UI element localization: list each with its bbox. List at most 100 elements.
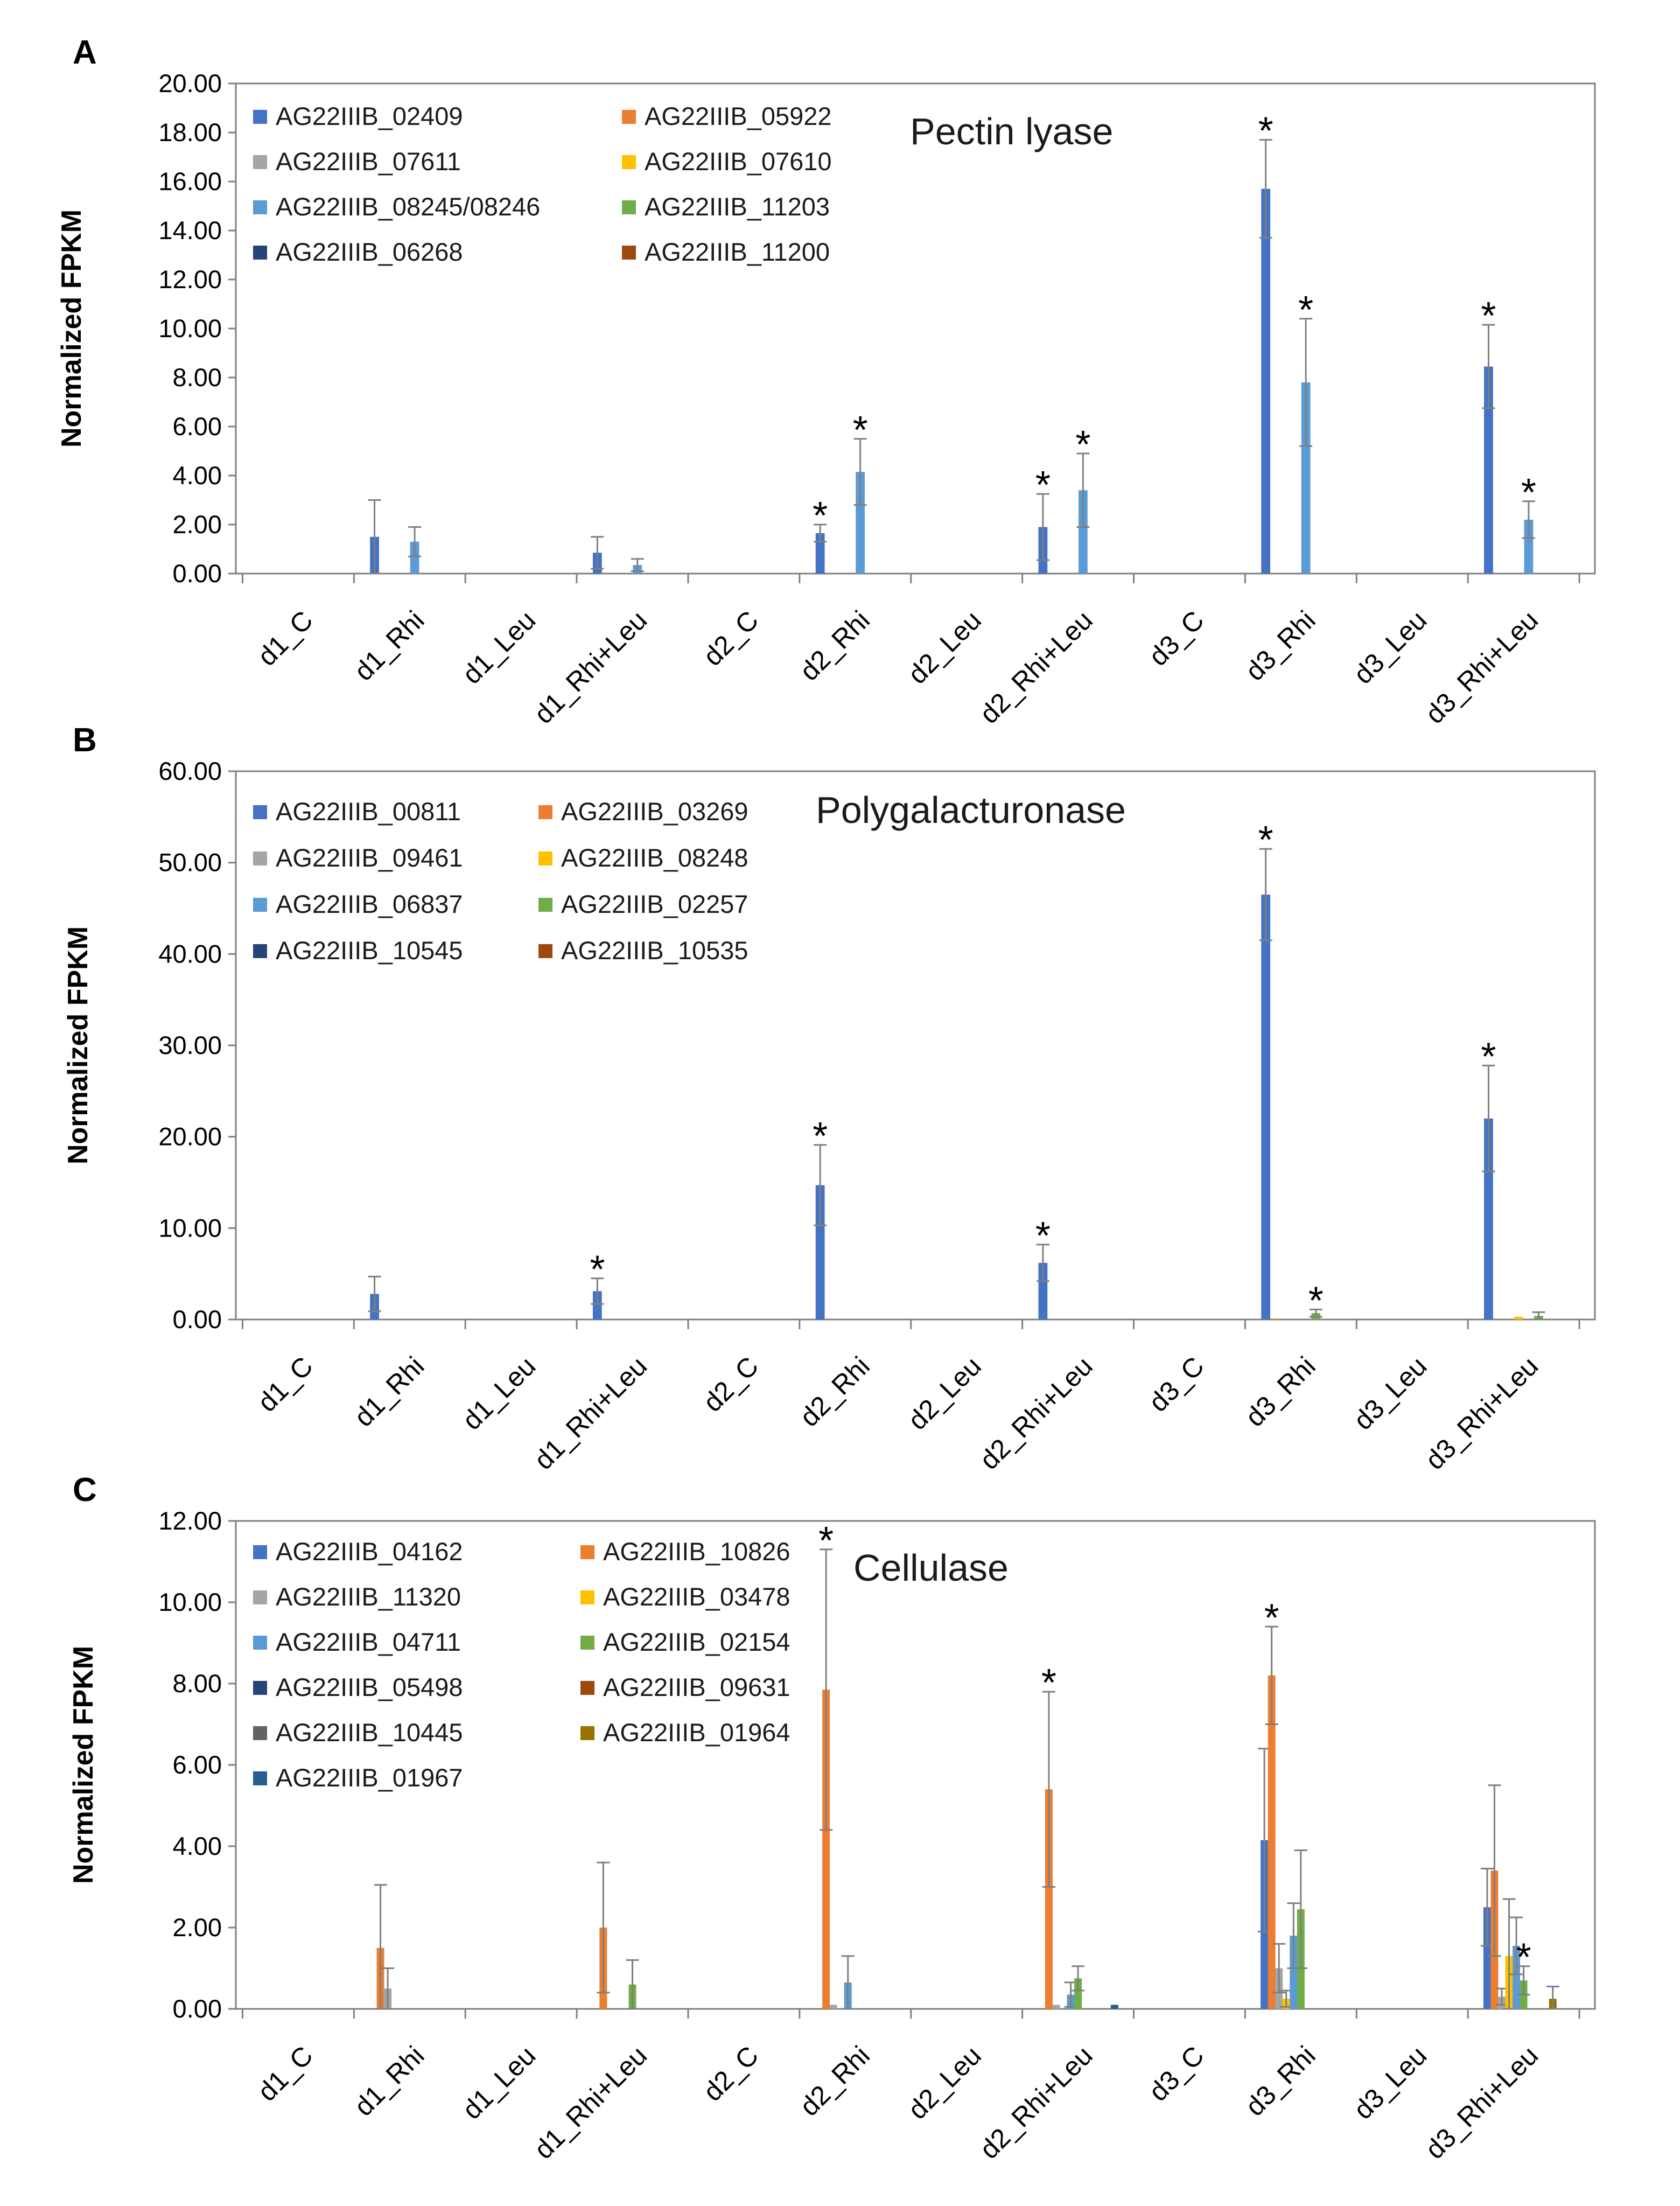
- legend-label: AG22IIIB_10826: [603, 1537, 790, 1566]
- legend-swatch: [538, 805, 552, 819]
- bar: [815, 1185, 825, 1320]
- y-tick-label: 6.00: [173, 412, 222, 441]
- legend-swatch: [580, 1726, 594, 1740]
- legend-label: AG22IIIB_02409: [276, 102, 463, 130]
- bar: [1484, 1118, 1493, 1320]
- x-category-label: d2_Rhi+Leu: [974, 605, 1098, 729]
- legend-label: AG22IIIB_10445: [276, 1718, 463, 1747]
- x-category-label: d2_Leu: [902, 2040, 987, 2125]
- legend-label: AG22IIIB_09461: [276, 843, 463, 872]
- y-tick-label: 8.00: [173, 1669, 222, 1698]
- legend-swatch: [253, 110, 267, 124]
- legend-label: AG22IIIB_01964: [603, 1718, 790, 1747]
- x-category-label: d3_Rhi+Leu: [1419, 1351, 1544, 1475]
- x-category-label: d3_C: [1143, 2040, 1210, 2107]
- bar: [1513, 1945, 1521, 2009]
- legend-label: AG22IIIB_05922: [645, 102, 832, 130]
- x-category-label: d2_C: [697, 2040, 764, 2107]
- significance-marker: *: [1481, 295, 1496, 338]
- legend-swatch: [253, 898, 267, 912]
- x-category-label: d1_Rhi: [348, 605, 430, 687]
- x-category-label: d3_C: [1143, 605, 1210, 672]
- x-category-label: d1_C: [252, 1351, 319, 1418]
- panel-letter: C: [73, 1471, 97, 1509]
- legend-swatch: [253, 1590, 267, 1604]
- significance-marker: *: [1258, 110, 1273, 153]
- y-axis-label: Normalized FPKM: [68, 1646, 99, 1884]
- x-category-label: d1_Rhi: [348, 2040, 430, 2122]
- bar: [1110, 2005, 1118, 2009]
- y-axis-label: Normalized FPKM: [62, 926, 94, 1164]
- significance-marker: *: [853, 409, 868, 452]
- significance-marker: *: [813, 494, 828, 537]
- bar: [592, 1291, 602, 1320]
- y-axis-label: Normalized FPKM: [56, 210, 87, 448]
- x-category-label: d3_Leu: [1348, 1351, 1433, 1436]
- bar: [1078, 490, 1088, 574]
- x-category-label: d1_Leu: [457, 605, 542, 690]
- bar: [822, 1690, 830, 2009]
- legend-swatch: [253, 944, 267, 958]
- significance-marker: *: [1075, 423, 1090, 466]
- y-tick-label: 30.00: [158, 1031, 222, 1059]
- significance-marker: *: [1035, 464, 1051, 507]
- legend-label: AG22IIIB_06837: [276, 890, 463, 918]
- x-category-label: d1_C: [252, 605, 319, 672]
- bar: [410, 541, 419, 574]
- legend-label: AG22IIIB_06268: [276, 238, 463, 266]
- legend-label: AG22IIIB_01967: [276, 1763, 463, 1792]
- legend-label: AG22IIIB_11203: [645, 192, 830, 221]
- chart-title: Polygalacturonase: [816, 789, 1126, 831]
- x-category-label: d1_Rhi+Leu: [528, 2040, 653, 2165]
- bar: [1074, 1978, 1082, 2009]
- bar: [1301, 382, 1311, 574]
- y-tick-label: 20.00: [158, 69, 222, 97]
- y-tick-label: 6.00: [173, 1750, 222, 1779]
- legend-swatch: [253, 155, 267, 169]
- significance-marker: *: [1035, 1214, 1051, 1258]
- x-category-label: d1_Rhi+Leu: [528, 605, 653, 729]
- legend-swatch: [253, 1681, 267, 1695]
- bar: [1261, 895, 1271, 1320]
- x-category-label: d2_Rhi: [794, 1351, 876, 1433]
- y-tick-label: 4.00: [173, 1832, 222, 1860]
- x-category-label: d2_Leu: [902, 1351, 987, 1436]
- y-tick-label: 0.00: [173, 1994, 222, 2023]
- bar: [856, 472, 865, 574]
- x-category-label: d3_Leu: [1348, 605, 1433, 690]
- bar: [1261, 189, 1271, 574]
- significance-marker: *: [818, 1519, 834, 1562]
- bar: [1052, 2005, 1060, 2009]
- legend-swatch: [622, 200, 636, 214]
- legend-label: AG22IIIB_03269: [561, 797, 748, 826]
- y-tick-label: 20.00: [158, 1122, 222, 1151]
- bar: [1290, 1936, 1298, 2009]
- bar: [1524, 519, 1534, 574]
- legend-label: AG22IIIB_11320: [276, 1582, 461, 1611]
- significance-marker: *: [1298, 289, 1313, 332]
- legend-swatch: [253, 805, 267, 819]
- y-tick-label: 16.00: [158, 167, 222, 196]
- significance-marker: *: [590, 1248, 605, 1292]
- x-category-label: d2_Rhi+Leu: [974, 1351, 1098, 1475]
- x-category-label: d2_Rhi: [794, 2040, 876, 2122]
- x-category-label: d3_Rhi: [1240, 1351, 1321, 1433]
- bar: [829, 2005, 837, 2009]
- x-category-label: d3_C: [1143, 1351, 1210, 1418]
- bar: [1271, 1318, 1280, 1320]
- legend-swatch: [253, 1726, 267, 1740]
- y-tick-label: 50.00: [158, 848, 222, 877]
- significance-marker: *: [1521, 471, 1536, 514]
- legend-swatch: [253, 851, 267, 865]
- panel-letter: A: [73, 34, 97, 71]
- bar: [1038, 1262, 1048, 1320]
- x-category-label: d3_Rhi: [1240, 2040, 1321, 2122]
- x-category-label: d1_Leu: [457, 1351, 542, 1436]
- y-tick-label: 14.00: [158, 216, 222, 245]
- legend-swatch: [253, 1545, 267, 1559]
- legend-swatch: [538, 851, 552, 865]
- y-tick-label: 2.00: [173, 510, 222, 539]
- significance-marker: *: [1516, 1936, 1531, 1979]
- x-category-label: d1_C: [252, 2040, 319, 2107]
